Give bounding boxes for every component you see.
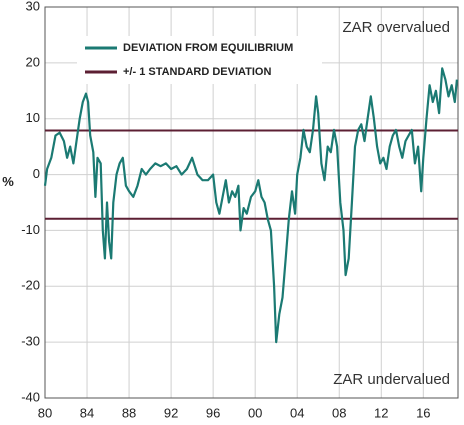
y-tick-label: 0 (33, 166, 40, 181)
legend-label: DEVIATION FROM EQUILIBRIUM (123, 42, 293, 54)
legend-label: +/- 1 STANDARD DEVIATION (123, 66, 271, 78)
x-tick-label: 96 (206, 405, 220, 420)
annotation: ZAR overvalued (342, 19, 450, 36)
y-tick-label: 10 (26, 110, 40, 125)
y-tick-label: -30 (21, 334, 40, 349)
x-tick-label: 08 (332, 405, 346, 420)
data-line (43, 67, 458, 344)
x-tick-label: 16 (416, 405, 430, 420)
x-tick-label: 80 (38, 405, 52, 420)
legend-bg (77, 36, 322, 84)
y-tick-label: -20 (21, 278, 40, 293)
x-tick-label: 04 (290, 405, 304, 420)
y-tick-label: -10 (21, 222, 40, 237)
x-tick-label: 00 (248, 405, 262, 420)
x-tick-label: 92 (164, 405, 178, 420)
y-tick-label: -40 (21, 389, 40, 404)
annotation: ZAR undervalued (333, 371, 450, 388)
x-tick-label: 12 (374, 405, 388, 420)
y-axis-label: % (2, 174, 14, 189)
x-tick-label: 88 (122, 405, 136, 420)
x-tick-label: 84 (80, 405, 94, 420)
y-tick-label: 20 (26, 54, 40, 69)
plot-frame (44, 6, 459, 399)
y-tick-label: 30 (26, 0, 40, 13)
